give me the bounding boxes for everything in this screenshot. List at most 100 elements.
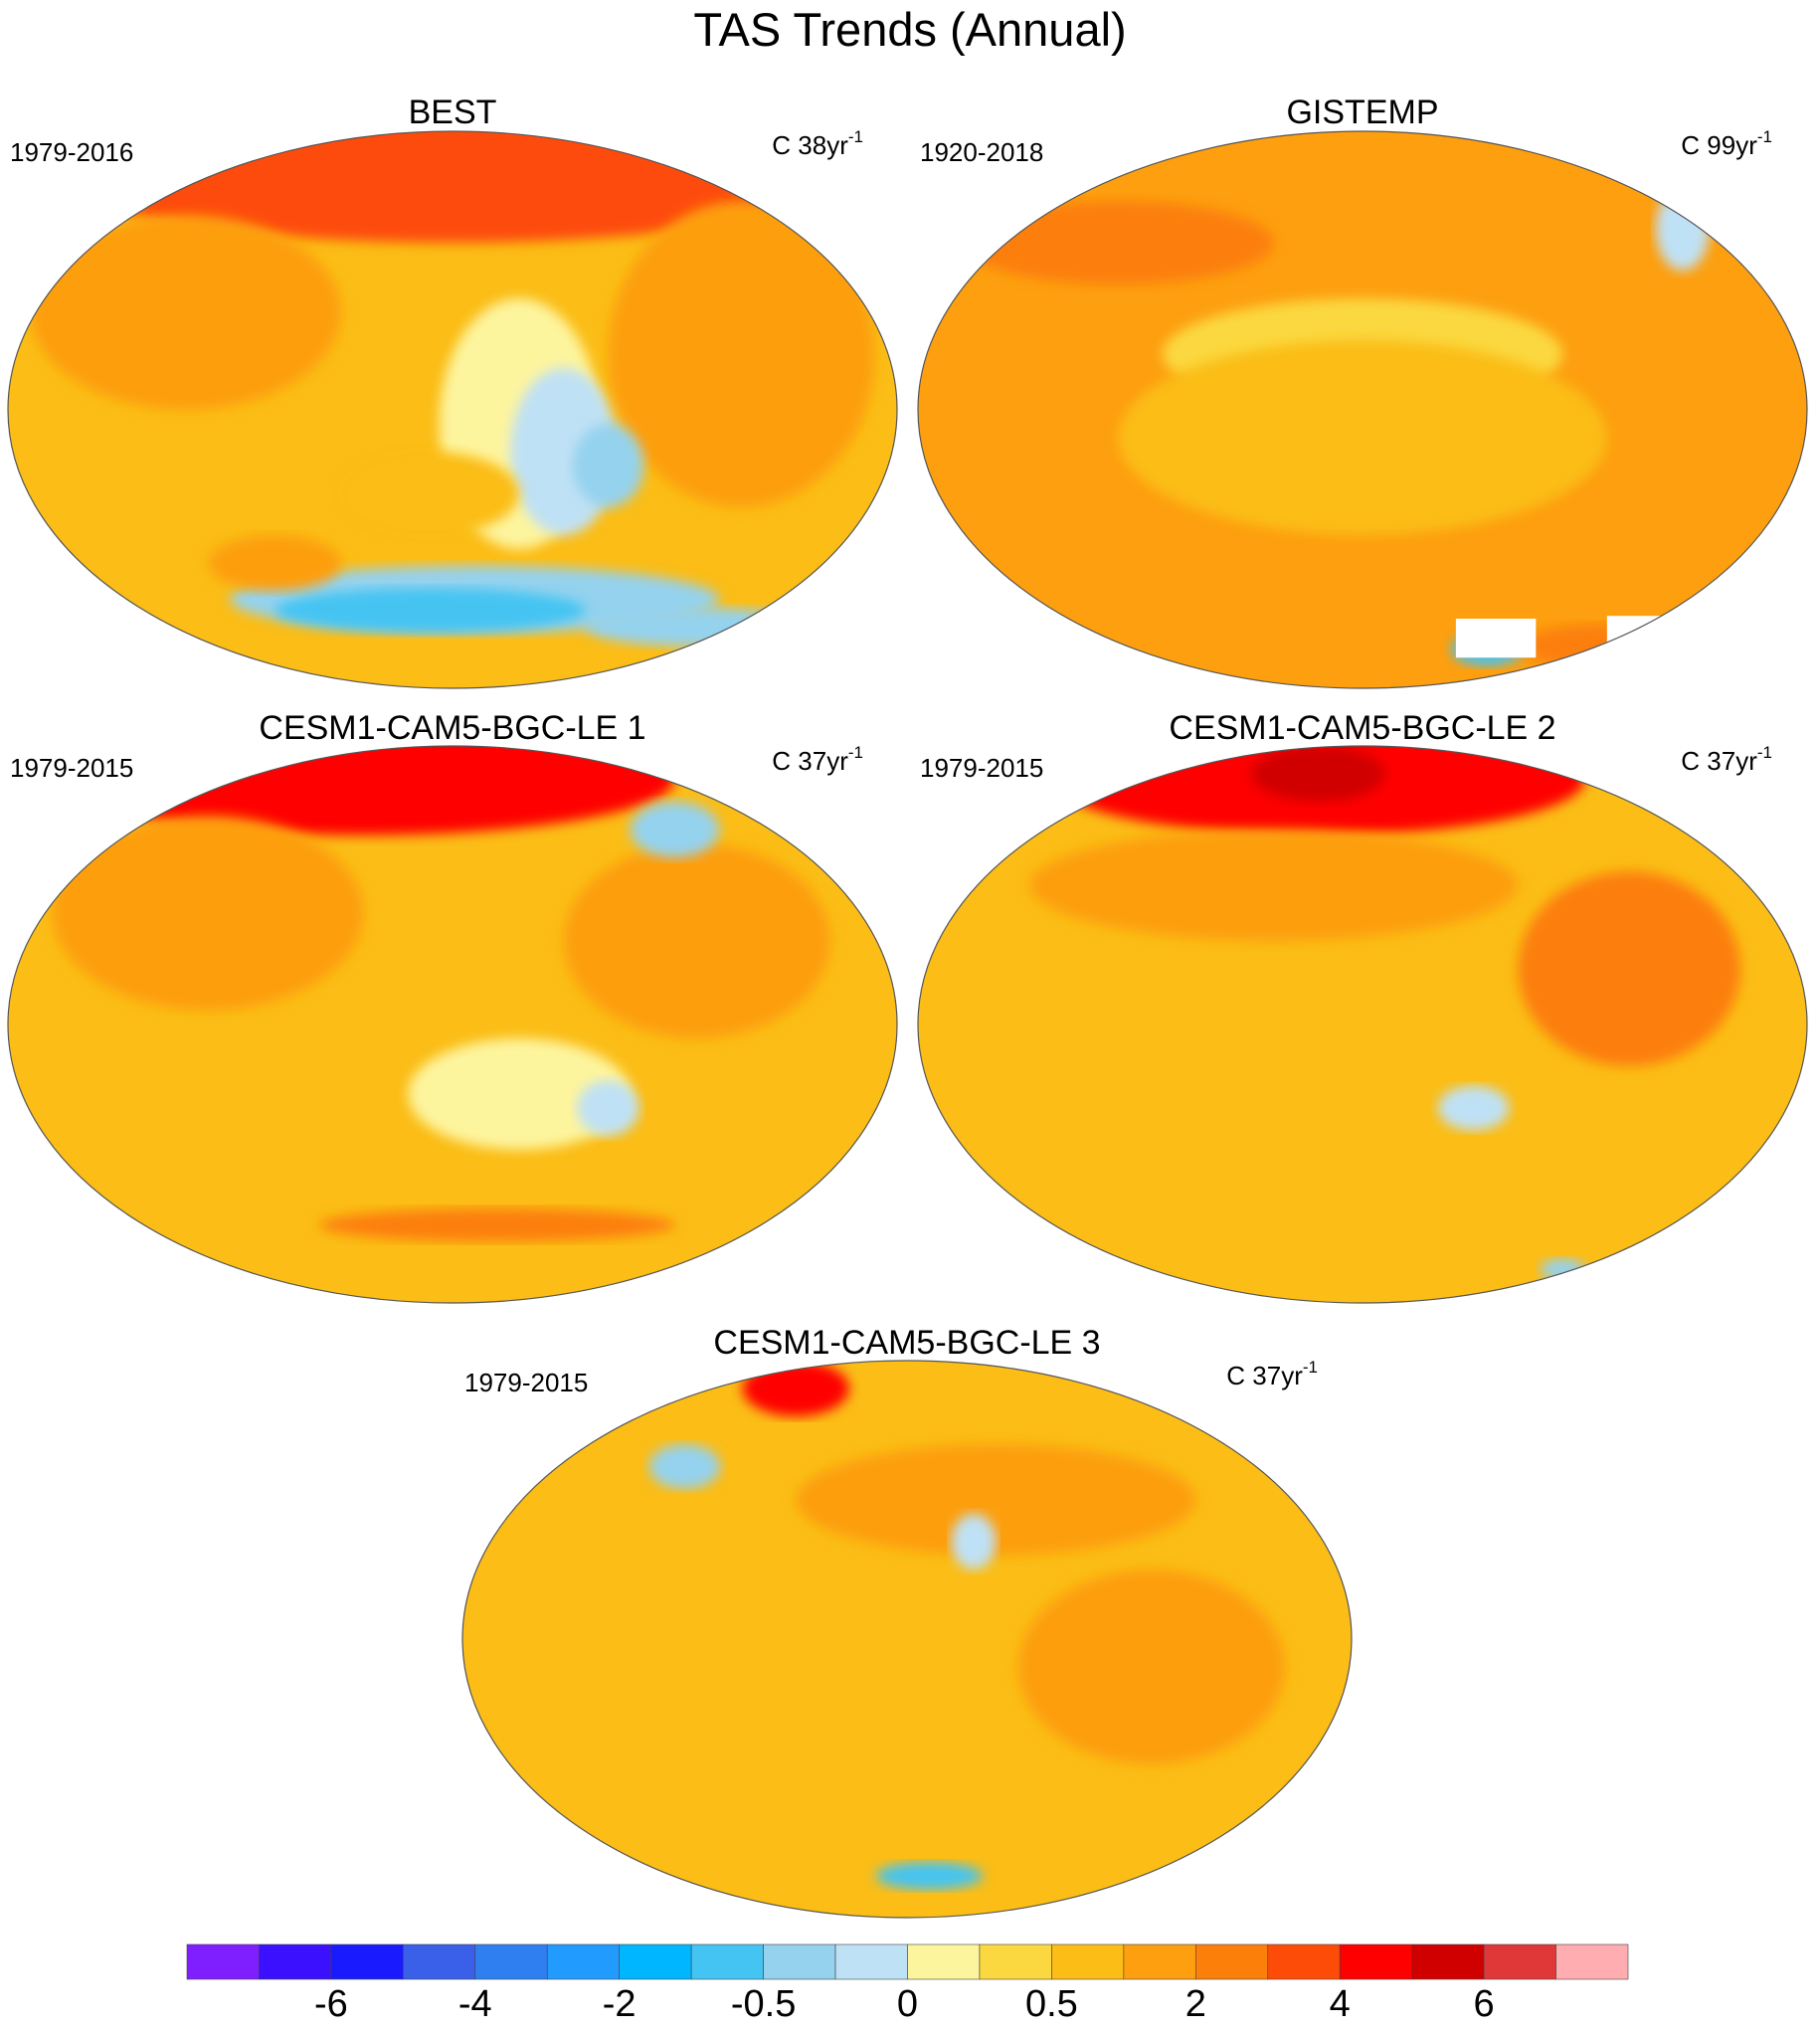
- map-background: [462, 1361, 1352, 1918]
- trend-region: [1656, 187, 1710, 271]
- trend-region: [8, 746, 897, 1303]
- colorbar-bin: [330, 1943, 404, 1980]
- colorbar-bin: [474, 1943, 548, 1980]
- trend-region: [1518, 871, 1740, 1066]
- trend-region: [462, 1361, 1352, 1918]
- colorbar-tick-label: 0: [896, 1983, 919, 2025]
- trend-region: [875, 1862, 983, 1890]
- trend-region: [951, 1514, 997, 1570]
- colorbar-bin: [1267, 1943, 1341, 1980]
- trend-region: [274, 588, 587, 633]
- units-prefix: C: [1681, 746, 1708, 776]
- units-exponent: -1: [847, 743, 863, 762]
- panel-units: C 37yr-1: [1613, 743, 1772, 776]
- map-background: [8, 746, 897, 1303]
- trend-region: [230, 565, 720, 634]
- trend-region: [341, 452, 520, 535]
- colorbar-bin: [403, 1943, 476, 1980]
- missing-data-patch: [1682, 613, 1772, 642]
- colorbar-bin: [546, 1943, 620, 1980]
- trend-region: [630, 802, 720, 857]
- panel-units: C 37yr-1: [1159, 1358, 1318, 1390]
- trend-region: [572, 424, 644, 507]
- colorbar-tick-label: 2: [1184, 1983, 1206, 2025]
- map-outline: [7, 745, 898, 1304]
- figure-title: TAS Trends (Annual): [693, 3, 1127, 56]
- trend-region: [52, 816, 364, 1011]
- colorbar-bin: [619, 1943, 692, 1980]
- trend-region: [510, 368, 618, 535]
- units-value: 99yr: [1707, 130, 1757, 160]
- map-outline: [7, 130, 898, 689]
- units-value: 37yr: [1252, 1361, 1303, 1390]
- colorbar-bin: [763, 1943, 836, 1980]
- trend-region: [648, 1444, 721, 1489]
- colorbar-bin: [907, 1943, 981, 1980]
- map-background: [8, 131, 897, 688]
- trend-region: [1118, 340, 1607, 535]
- panel-period: 1979-2016: [10, 137, 134, 167]
- panel-units: C 37yr-1: [704, 743, 863, 776]
- trend-region: [1162, 298, 1563, 410]
- trend-region: [1017, 1570, 1285, 1764]
- colorbar-bin: [1194, 1943, 1269, 1980]
- panel-units: C 38yr-1: [704, 127, 863, 160]
- panel-title: BEST: [408, 93, 497, 131]
- units-prefix: C: [1681, 130, 1708, 160]
- trend-region: [742, 1361, 849, 1416]
- units-exponent: -1: [1302, 1358, 1318, 1377]
- trend-region: [1251, 746, 1385, 802]
- colorbar-tick-label: -4: [457, 1983, 492, 2025]
- colorbar-bin: [834, 1943, 908, 1980]
- trend-region: [1451, 633, 1523, 666]
- units-prefix: C: [1226, 1361, 1253, 1390]
- trend-region: [1028, 830, 1519, 941]
- panel-period: 1979-2015: [920, 753, 1044, 783]
- panel-title: GISTEMP: [1286, 93, 1439, 131]
- map-outline: [461, 1360, 1353, 1919]
- trend-region: [208, 535, 342, 591]
- colorbar-bin: [1339, 1943, 1412, 1980]
- colorbar-tick-label: -0.5: [730, 1983, 797, 2025]
- colorbar-bin: [1483, 1943, 1556, 1980]
- trend-region: [918, 746, 1807, 1303]
- units-exponent: -1: [847, 127, 863, 146]
- trend-region: [1597, 647, 1706, 674]
- trend-region: [577, 1080, 639, 1136]
- colorbar-tick-label: 6: [1473, 1983, 1495, 2025]
- colorbar-bin: [979, 1943, 1052, 1980]
- colorbar-tick-label: -6: [313, 1983, 348, 2025]
- panel-title: CESM1-CAM5-BGC-LE 3: [713, 1324, 1101, 1362]
- trend-region: [586, 607, 809, 647]
- colorbar-tick-label: -2: [602, 1983, 637, 2025]
- map-outline: [917, 745, 1808, 1304]
- units-value: 38yr: [798, 130, 848, 160]
- colorbar-tick-label: 4: [1329, 1983, 1351, 2025]
- units-exponent: -1: [1756, 743, 1772, 762]
- panel-period: 1920-2018: [920, 137, 1044, 167]
- map-background: [918, 746, 1807, 1303]
- trend-region: [30, 215, 342, 410]
- trend-region: [439, 298, 600, 549]
- panel-title: CESM1-CAM5-BGC-LE 2: [1169, 709, 1556, 747]
- missing-data-patch: [1455, 619, 1537, 658]
- units-value: 37yr: [798, 746, 848, 776]
- units-exponent: -1: [1756, 127, 1772, 146]
- trend-region: [608, 201, 875, 507]
- colorbar: [186, 1943, 1629, 1980]
- trend-region: [563, 843, 830, 1038]
- trend-region: [962, 201, 1274, 284]
- trend-region: [918, 131, 1807, 688]
- colorbar-bin: [1411, 1943, 1485, 1980]
- panel-units: C 99yr-1: [1613, 127, 1772, 160]
- units-prefix: C: [772, 130, 799, 160]
- missing-data-patch: [1606, 616, 1724, 649]
- trend-region: [318, 1207, 675, 1242]
- trend-region: [796, 1444, 1196, 1556]
- colorbar-bin: [186, 1943, 260, 1980]
- trend-region: [1518, 624, 1697, 669]
